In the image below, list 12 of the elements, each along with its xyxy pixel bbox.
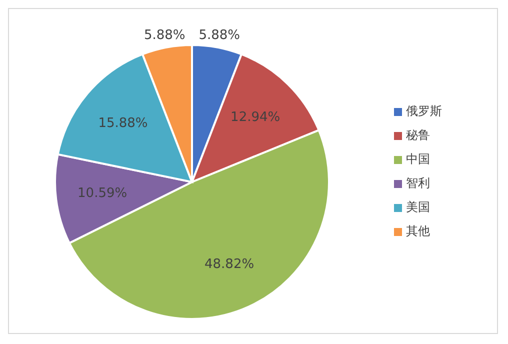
legend-label: 俄罗斯 [406, 104, 442, 118]
data-label: 15.88% [98, 116, 148, 132]
legend-label: 中国 [406, 152, 430, 166]
legend-label: 秘鲁 [406, 128, 430, 142]
legend-label: 其他 [406, 224, 430, 238]
data-label: 5.88% [198, 28, 240, 44]
data-label: 48.82% [204, 256, 254, 272]
data-label: 12.94% [230, 110, 280, 125]
data-label: 5.88% [144, 28, 186, 44]
legend-label: 美国 [406, 200, 430, 214]
data-label: 10.59% [78, 186, 128, 202]
legend-label: 智利 [406, 176, 430, 190]
